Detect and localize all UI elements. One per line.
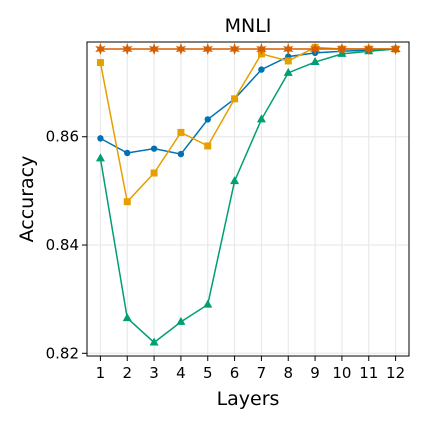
data-point [149,337,159,346]
data-point [202,43,213,56]
data-point [177,128,185,136]
data-point [284,57,292,65]
data-point [204,116,211,123]
data-point [256,43,267,56]
data-point [230,176,240,185]
series-star [95,43,401,56]
y-tick-label: 0.86 [46,128,79,146]
data-point [258,66,265,73]
x-tick-label: 10 [332,364,351,382]
data-point [95,153,105,162]
x-tick-label: 1 [96,364,106,382]
data-point [150,169,158,177]
y-tick-label: 0.84 [46,236,79,254]
data-point [310,57,320,66]
x-axis-title: Layers [217,388,280,410]
axis-ticks: 1 2 3 4 5 6 7 8 9 10 11 120.820.840.86 [46,128,406,382]
plot-frame [86,41,410,357]
data-point [122,313,132,322]
data-point [204,142,212,150]
x-tick-label: 4 [176,364,186,382]
x-tick-label: 5 [203,364,213,382]
data-point [336,43,348,56]
data-point [229,43,240,56]
data-point [231,95,239,103]
x-tick-label: 3 [149,364,159,382]
data-point [309,43,321,56]
data-point [124,149,131,157]
y-axis-title: Accuracy [16,156,38,243]
x-tick-label: 12 [386,364,405,382]
x-tick-label: 9 [310,364,320,382]
data-point [97,135,104,142]
x-tick-label: 2 [122,364,132,382]
data-point [256,114,266,123]
grid [87,42,409,356]
data-point [203,299,213,308]
data-point [177,150,185,158]
y-tick-label: 0.82 [46,344,79,362]
data-point [150,145,158,152]
data-point [283,43,294,56]
data-point [176,316,186,325]
chart-title: MNLI [225,15,272,37]
data-point [390,43,401,56]
x-tick-label: 6 [230,364,240,382]
data-point [96,59,104,67]
data-point [123,198,131,206]
data-point [363,43,374,56]
data-point [283,67,293,76]
data-point [175,43,187,56]
series-line [100,48,396,155]
x-tick-label: 8 [283,364,293,382]
series-layer [95,43,401,346]
series-line [99,48,396,344]
x-tick-label: 11 [359,364,378,382]
data-point [122,43,133,56]
data-point [148,43,160,56]
x-tick-label: 7 [257,364,267,382]
data-point [95,43,106,56]
